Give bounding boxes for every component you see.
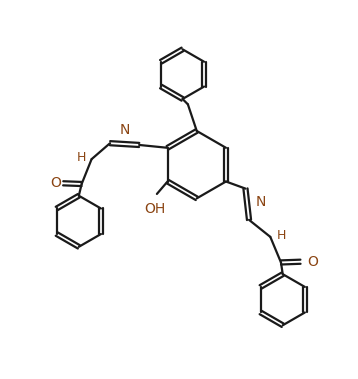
- Text: O: O: [51, 176, 62, 190]
- Text: O: O: [308, 255, 319, 269]
- Text: H: H: [277, 229, 286, 241]
- Text: N: N: [120, 123, 130, 137]
- Text: OH: OH: [145, 202, 166, 216]
- Text: H: H: [77, 151, 86, 164]
- Text: N: N: [255, 196, 266, 210]
